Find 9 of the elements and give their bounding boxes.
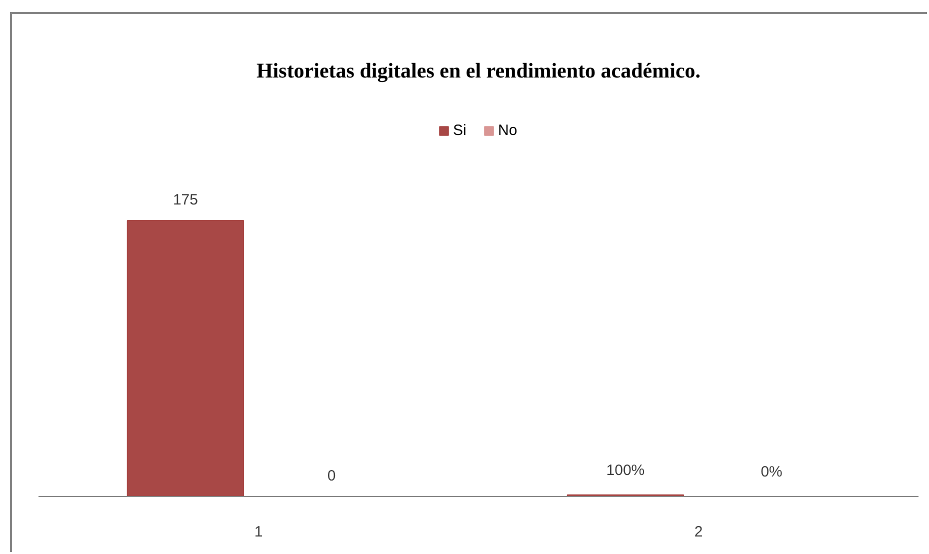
x-tick-label: 1 [254, 524, 263, 540]
x-tick-label: 2 [694, 524, 703, 540]
data-label: 0 [327, 468, 336, 484]
legend-label: No [498, 122, 518, 139]
legend-label: Si [453, 122, 468, 139]
data-label: 100% [606, 462, 645, 479]
chart-title: Historietas digitales en el rendimiento académico. [256, 58, 701, 82]
data-label: 0% [760, 464, 782, 480]
data-label: 175 [172, 192, 198, 209]
